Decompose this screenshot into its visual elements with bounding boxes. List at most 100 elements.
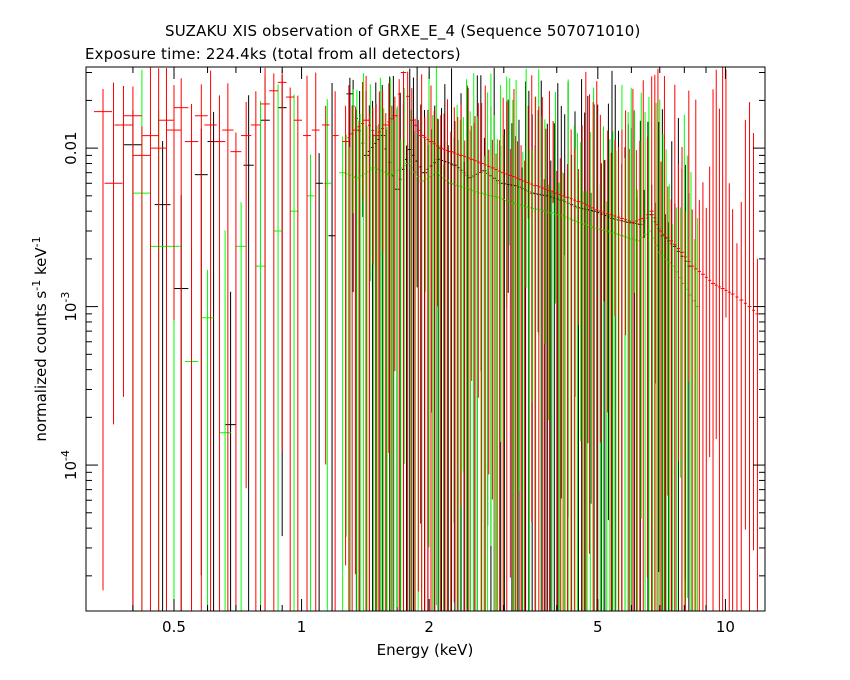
y-axis-label-sup2: -1 — [30, 236, 43, 247]
data-point — [433, 67, 439, 606]
chart-subtitle: Exposure time: 224.4ks (total from all d… — [85, 45, 461, 63]
data-point — [704, 207, 708, 611]
data-point — [694, 99, 698, 611]
data-point — [293, 95, 303, 611]
data-point — [466, 87, 470, 611]
data-point — [397, 79, 401, 611]
data-point — [361, 82, 365, 201]
data-point — [377, 91, 381, 611]
data-point — [519, 145, 523, 611]
data-point — [277, 69, 287, 451]
data-point — [350, 107, 354, 611]
data-point — [468, 111, 472, 611]
data-point — [222, 83, 234, 611]
y-axis-label-sup1: -1 — [30, 280, 43, 291]
data-point — [540, 97, 544, 611]
data-point — [602, 160, 606, 302]
data-point — [395, 106, 399, 608]
data-point — [260, 67, 270, 611]
data-point — [656, 68, 660, 611]
data-point — [448, 131, 454, 611]
data-point — [630, 88, 635, 611]
data-point — [649, 76, 654, 611]
data-point — [442, 113, 446, 611]
data-point — [527, 150, 532, 611]
data-point — [104, 82, 123, 425]
data-point — [428, 85, 434, 611]
data-point — [643, 111, 647, 611]
data-point — [400, 71, 407, 611]
data-point — [580, 125, 584, 611]
data-point — [739, 201, 744, 611]
data-point — [255, 101, 266, 611]
data-point — [174, 78, 189, 611]
data-point — [662, 76, 666, 611]
data-point — [273, 84, 283, 611]
data-point — [458, 104, 464, 508]
y-axis-label: normalized counts s-1 keV-1 — [30, 236, 50, 441]
data-point — [674, 207, 678, 611]
data-point — [551, 120, 555, 203]
data-point — [690, 209, 695, 611]
data-point — [530, 75, 534, 523]
data-point — [687, 90, 691, 382]
data-point — [576, 168, 581, 325]
data-point — [362, 75, 370, 611]
data-point — [645, 136, 649, 578]
data-point — [547, 91, 551, 611]
data-point — [511, 88, 516, 611]
data-point — [666, 186, 670, 496]
x-tick-label: 1 — [297, 618, 307, 636]
series-1 — [133, 67, 700, 611]
x-tick-label: 2 — [424, 618, 434, 636]
data-point — [661, 133, 665, 611]
y-tick-label: 0.01 — [62, 131, 80, 164]
data-point — [419, 74, 425, 611]
data-point — [595, 81, 599, 611]
data-point — [381, 89, 385, 253]
data-point — [367, 114, 371, 611]
data-point — [717, 108, 721, 611]
data-point — [184, 104, 199, 611]
data-point — [463, 140, 467, 611]
data-point — [225, 291, 237, 611]
data-point — [479, 102, 484, 611]
data-point — [371, 107, 375, 265]
data-point — [476, 103, 480, 398]
data-point — [526, 105, 530, 219]
data-point — [323, 98, 331, 611]
data-point — [533, 96, 538, 611]
data-point — [166, 85, 182, 321]
data-point — [409, 88, 415, 611]
data-point — [213, 95, 226, 611]
y-tick-label: 10-3 — [59, 292, 80, 322]
data-point — [243, 95, 254, 611]
y-axis-label-main: normalized counts s — [32, 291, 50, 442]
data-point — [487, 149, 491, 475]
data-point — [250, 91, 261, 611]
data-point — [573, 148, 577, 611]
data-point — [285, 87, 295, 611]
data-point — [342, 105, 349, 566]
data-point — [494, 153, 498, 611]
data-point — [94, 89, 113, 591]
data-point — [240, 102, 252, 489]
data-point — [664, 149, 668, 611]
data-point — [158, 68, 175, 611]
data-point — [416, 119, 420, 592]
data-point — [522, 160, 527, 611]
data-point — [727, 183, 731, 611]
data-point — [587, 94, 592, 554]
data-point — [423, 116, 427, 611]
data-point — [123, 86, 142, 611]
data-point — [311, 72, 320, 611]
data-point — [289, 94, 299, 611]
chart-title: SUZAKU XIS observation of GRXE_E_4 (Sequ… — [165, 22, 641, 40]
data-point — [469, 125, 474, 382]
data-point — [735, 243, 739, 611]
data-point — [201, 269, 214, 611]
data-point — [627, 148, 631, 611]
data-point — [653, 74, 657, 611]
plot-frame — [85, 66, 766, 612]
data-point — [456, 116, 460, 611]
